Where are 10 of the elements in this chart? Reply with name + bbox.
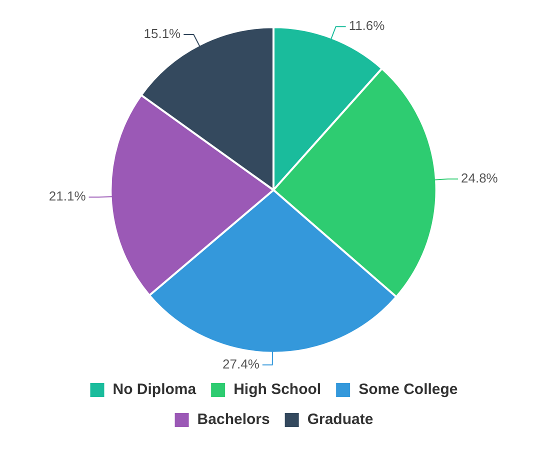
legend-label: High School <box>234 381 322 398</box>
data-label: 27.4% <box>222 356 260 372</box>
data-label: 11.6% <box>348 18 386 34</box>
legend-label: Some College <box>358 381 458 398</box>
data-label: 21.1% <box>48 188 86 204</box>
legend-label: Bachelors <box>197 411 270 428</box>
legend-label: No Diploma <box>112 381 197 398</box>
legend-label: Graduate <box>307 411 374 428</box>
data-label: 24.8% <box>460 170 498 186</box>
data-label: 15.1% <box>144 26 182 42</box>
